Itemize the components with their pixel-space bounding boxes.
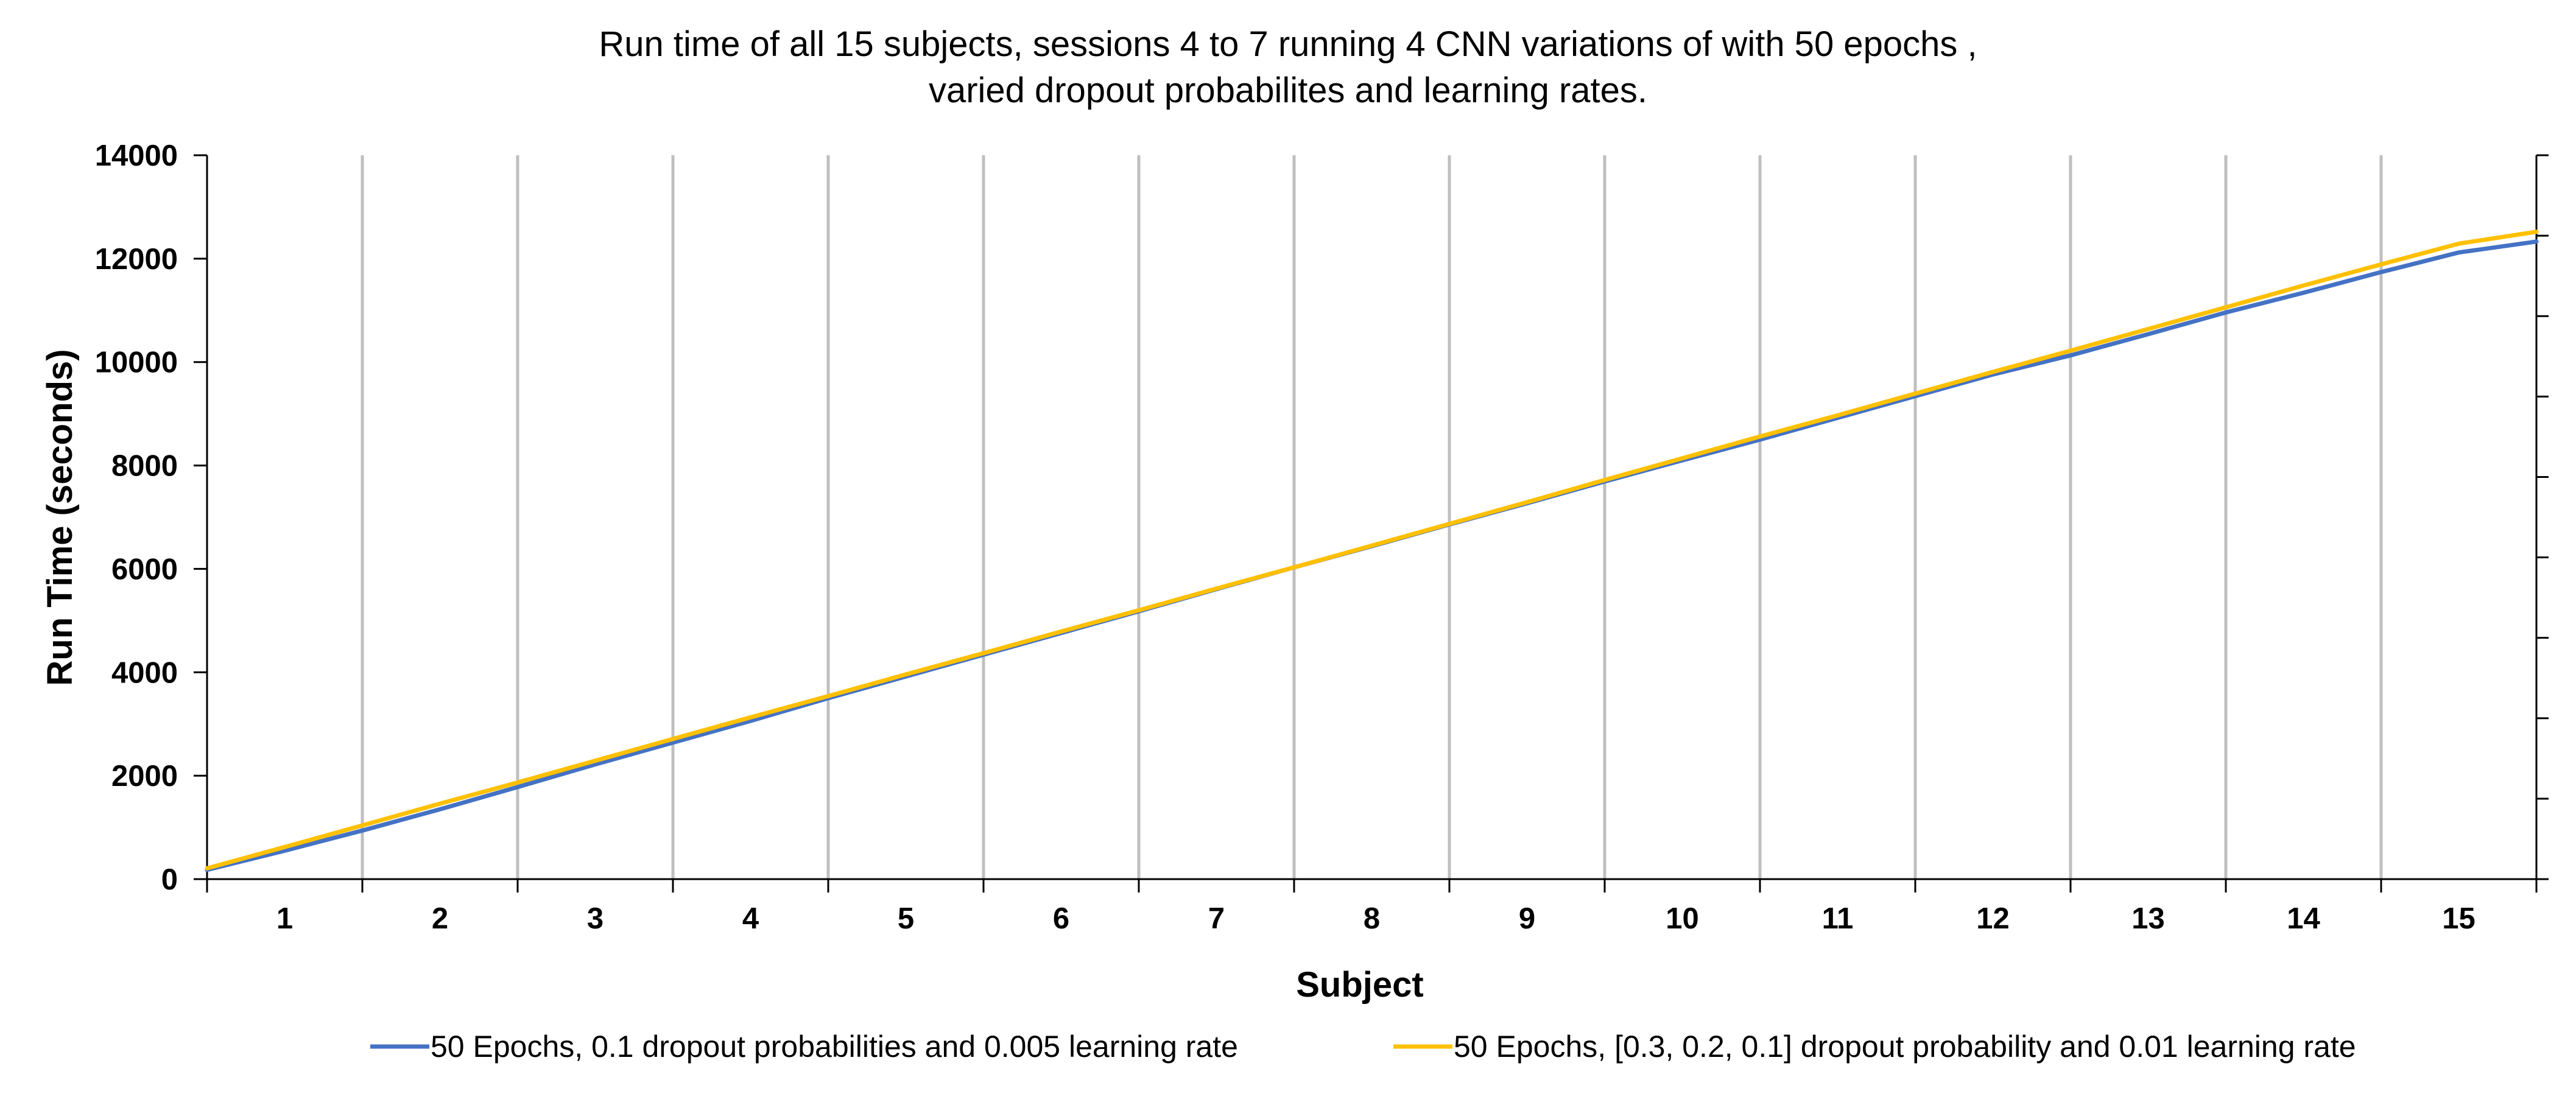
chart-title-line-2: varied dropout probabilites and learning… [929, 71, 1647, 110]
x-tick-label: 14 [2287, 902, 2320, 935]
y-tick-label: 4000 [111, 656, 178, 689]
y-tick-label: 12000 [95, 243, 178, 276]
series-line-1 [205, 239, 2539, 872]
y-axis-label: Run Time (seconds) [40, 349, 80, 686]
x-tick-label: 3 [587, 902, 604, 935]
y-tick-label: 10000 [95, 346, 178, 379]
x-tick-label: 5 [898, 902, 914, 935]
y-tick-label: 14000 [95, 139, 178, 172]
legend: 50 Epochs, 0.1 dropout probabilities and… [370, 1030, 2356, 1064]
x-tick-label: 1 [276, 902, 293, 935]
x-tick-label: 7 [1208, 902, 1225, 935]
chart-title-line-1: Run time of all 15 subjects, sessions 4 … [599, 24, 1977, 64]
grid-layer [361, 155, 2383, 879]
x-axis-label: Subject [1296, 965, 1424, 1005]
x-tick-label: 10 [1666, 902, 1699, 935]
legend-label-series-2: 50 Epochs, [0.3, 0.2, 0.1] dropout proba… [1454, 1030, 2356, 1064]
x-tick-label: 12 [1976, 902, 2010, 935]
x-tick-label: 13 [2131, 902, 2165, 935]
series-line-2 [205, 230, 2539, 871]
x-tick-label: 15 [2442, 902, 2476, 935]
x-tick-label: 11 [1822, 902, 1854, 935]
x-tick-label: 9 [1519, 902, 1535, 935]
series-layer [205, 230, 2539, 872]
x-tick-label: 8 [1364, 902, 1380, 935]
y-tick-label: 8000 [111, 450, 178, 483]
x-tick-label: 4 [742, 902, 759, 935]
y-tick-label: 2000 [111, 760, 178, 793]
legend-label-series-1: 50 Epochs, 0.1 dropout probabilities and… [431, 1030, 1238, 1064]
axes-layer [206, 155, 2538, 880]
x-tick-label: 6 [1053, 902, 1069, 935]
x-tick-label: 2 [432, 902, 448, 935]
y-tick-label: 0 [161, 863, 178, 896]
y-tick-label: 6000 [111, 553, 178, 586]
